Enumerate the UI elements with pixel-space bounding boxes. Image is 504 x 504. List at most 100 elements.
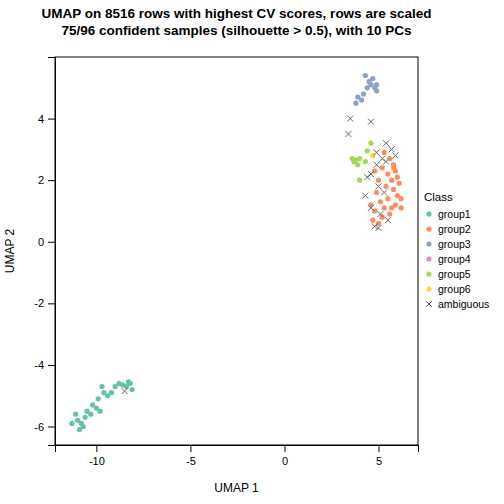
- point: [126, 379, 131, 384]
- point: [374, 162, 380, 168]
- tick: -4: [34, 359, 55, 371]
- point: [376, 178, 381, 183]
- point: [376, 225, 382, 231]
- tick-label: -10: [89, 455, 105, 467]
- point: [368, 205, 374, 211]
- point: [385, 217, 391, 223]
- point: [382, 150, 387, 155]
- point: [383, 140, 389, 146]
- point: [365, 148, 370, 153]
- point: [382, 205, 387, 210]
- point: [359, 98, 364, 103]
- point: [368, 141, 373, 146]
- legend-label: group3: [438, 238, 471, 250]
- point: [88, 412, 93, 417]
- legend-label: group5: [438, 268, 471, 280]
- tick-mark: [48, 180, 55, 181]
- tick: -10: [89, 445, 105, 467]
- point: [374, 149, 380, 155]
- tick-label: -6: [34, 421, 44, 433]
- point: [389, 178, 394, 183]
- legend-marker: [426, 301, 432, 307]
- point: [73, 412, 78, 417]
- point: [357, 156, 362, 161]
- legend: Classgroup1group2group3group4group5group…: [424, 191, 489, 310]
- title: UMAP on 8516 rows with highest CV scores…: [42, 6, 432, 21]
- y-axis-title: UMAP 2: [3, 228, 17, 273]
- point: [363, 73, 368, 78]
- tick-label: -2: [34, 297, 44, 309]
- tick-label: -5: [186, 455, 196, 467]
- point: [353, 101, 358, 106]
- tick-mark: [96, 445, 97, 452]
- point: [383, 159, 389, 165]
- point: [383, 184, 388, 189]
- axis-line: [56, 446, 419, 453]
- series: [122, 116, 399, 395]
- point: [347, 116, 353, 122]
- point: [378, 199, 383, 204]
- point: [385, 171, 390, 176]
- plot-area: [69, 73, 403, 432]
- x-axis: -10 -5 0 5: [56, 445, 419, 467]
- point: [99, 384, 104, 389]
- point: [368, 119, 374, 125]
- tick-label: 5: [376, 455, 382, 467]
- tick: -2: [34, 297, 55, 309]
- series: [350, 141, 374, 183]
- point: [105, 393, 110, 398]
- point: [370, 218, 375, 223]
- tick-label: 2: [38, 174, 44, 186]
- legend-marker: [426, 286, 431, 291]
- point: [391, 165, 396, 170]
- point: [377, 211, 383, 217]
- tick-mark: [379, 445, 380, 452]
- point: [345, 131, 351, 137]
- legend-marker: [426, 271, 431, 276]
- legend-marker: [426, 211, 431, 216]
- legend-label: ambiguous: [438, 298, 489, 310]
- chart: UMAP on 8516 rows with highest CV scores…: [0, 0, 504, 504]
- point: [122, 388, 128, 394]
- point: [98, 409, 103, 414]
- x-axis-title: UMAP 1: [214, 481, 259, 495]
- legend-label: group4: [438, 253, 471, 265]
- legend-label: group6: [438, 283, 471, 295]
- tick: 5: [376, 445, 382, 467]
- point: [389, 205, 394, 210]
- point: [397, 181, 402, 186]
- point: [389, 146, 395, 152]
- tick-mark: [48, 427, 55, 428]
- tick: 0: [38, 236, 55, 248]
- point: [82, 415, 87, 420]
- series: [69, 379, 134, 432]
- point: [130, 387, 135, 392]
- tick: -6: [34, 421, 55, 433]
- axis-line: [48, 58, 56, 446]
- legend-marker: [426, 226, 431, 231]
- point: [376, 183, 382, 189]
- point: [374, 190, 379, 195]
- point: [398, 205, 403, 210]
- point: [362, 193, 368, 199]
- tick-mark: [48, 365, 55, 366]
- point: [395, 174, 400, 179]
- point: [357, 178, 362, 183]
- tick-mark: [48, 119, 55, 120]
- tick: -5: [186, 445, 196, 467]
- tick: 2: [38, 174, 55, 186]
- tick-mark: [48, 303, 55, 304]
- point: [380, 165, 385, 170]
- series: [368, 150, 403, 226]
- point: [96, 396, 101, 401]
- tick-mark: [284, 445, 285, 452]
- point: [381, 189, 387, 195]
- point: [398, 196, 403, 201]
- point: [391, 187, 396, 192]
- tick-label: 0: [282, 455, 288, 467]
- point: [351, 159, 356, 164]
- y-axis: -6-4-2024: [34, 58, 55, 446]
- tick-label: -4: [34, 359, 44, 371]
- tick: 0: [282, 445, 288, 467]
- point: [385, 196, 390, 201]
